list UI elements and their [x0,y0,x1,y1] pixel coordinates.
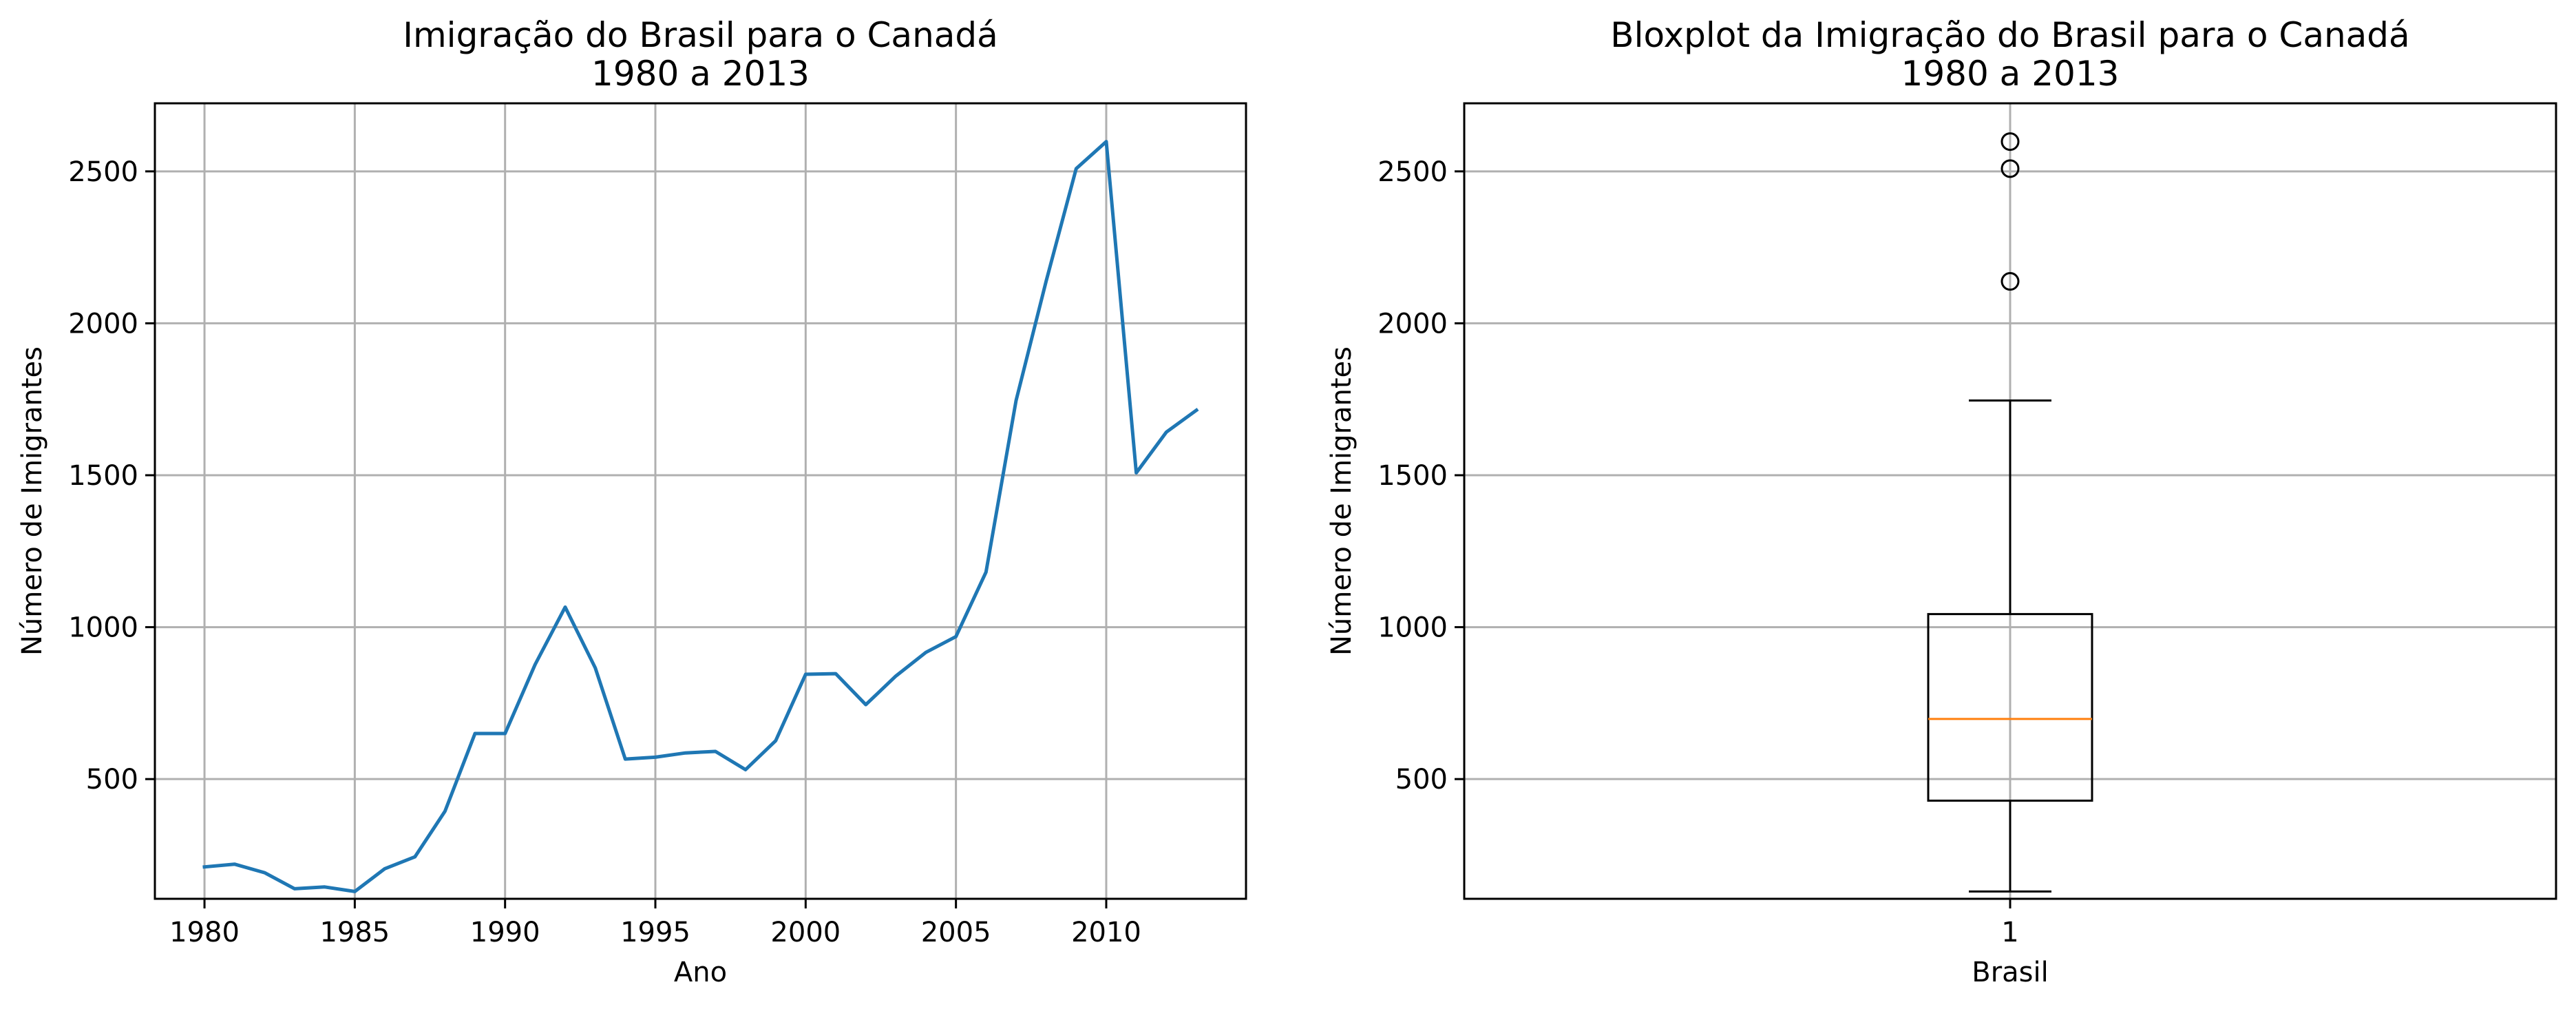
y-tick-label: 500 [86,764,138,795]
outlier-point [2000,132,2020,152]
x-tick-label: 1990 [470,917,540,948]
box-plot-y-axis-label: Número de Imigrantes [1326,346,1358,656]
box-plot-x-axis-label: Brasil [1972,957,2048,988]
y-tick-label: 2000 [1377,308,1448,340]
outlier-point [2000,159,2020,178]
outlier-point [2000,272,2020,291]
line-chart-ticks: 1980 1985 1990 1995 2000 2005 2010 500 1000 1500 2… [68,156,1141,948]
x-tick-label: 2010 [1071,917,1141,948]
box-plot-marks [1927,132,2093,893]
x-tick-label: 2005 [921,917,991,948]
line-chart-x-axis-label: Ano [674,957,727,988]
box-plot-title: Bloxplot da Imigração do Brasil para o C… [1610,15,2409,55]
immigration-series-line [202,140,1199,893]
x-tick-label: 1 [2001,917,2018,948]
line-chart-title: Imigração do Brasil para o Canadá [403,15,998,55]
y-tick-label: 2500 [1377,156,1448,188]
box-iqr [1927,613,2093,802]
x-tick-label: 2000 [770,917,841,948]
line-chart-grid [155,103,1246,899]
y-tick-label: 500 [1395,764,1448,795]
line-chart-y-axis-label: Número de Imigrantes [17,346,48,656]
x-tick-label: 1985 [319,917,390,948]
y-tick-label: 1500 [1377,460,1448,492]
y-tick-label: 1000 [68,612,138,644]
x-tick-label: 1980 [169,917,240,948]
line-chart-axes-frame [154,102,1247,900]
line-chart-subtitle: 1980 a 2013 [591,54,810,94]
y-tick-label: 1500 [68,460,138,492]
y-tick-label: 2000 [68,308,138,340]
box-plot-subtitle: 1980 a 2013 [1901,54,2120,94]
x-tick-label: 1995 [620,917,690,948]
y-tick-label: 2500 [68,156,138,188]
line-chart: 1980 1985 1990 1995 2000 2005 2010 500 1000 1500 2… [17,15,1247,988]
y-tick-label: 1000 [1377,612,1448,644]
